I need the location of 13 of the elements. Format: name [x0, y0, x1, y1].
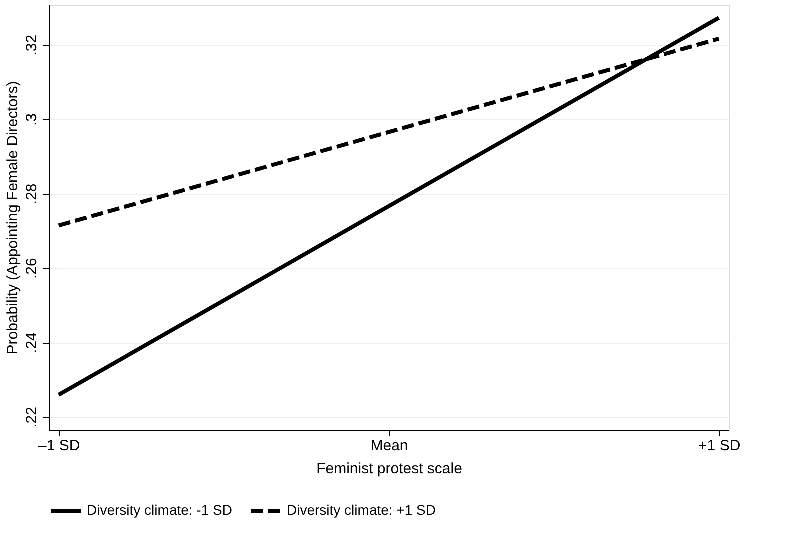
y-tick-label: .24: [24, 332, 40, 354]
y-tick-label: .26: [24, 258, 40, 280]
y-tick-label: .32: [24, 34, 40, 56]
x-axis-title: Feminist protest scale: [316, 460, 462, 478]
x-tick-label: +1 SD: [698, 438, 741, 454]
legend-label: Diversity climate: -1 SD: [87, 502, 232, 518]
y-tick-label: .22: [24, 407, 40, 428]
y-axis-title: Probability (Appointing Female Directors): [4, 81, 22, 355]
y-tick-label: .28: [24, 184, 40, 205]
y-tick-label: .3: [24, 113, 40, 126]
x-tick-label: Mean: [370, 438, 408, 454]
x-tick-label: –1 SD: [38, 438, 80, 454]
legend-label: Diversity climate: +1 SD: [287, 502, 436, 518]
